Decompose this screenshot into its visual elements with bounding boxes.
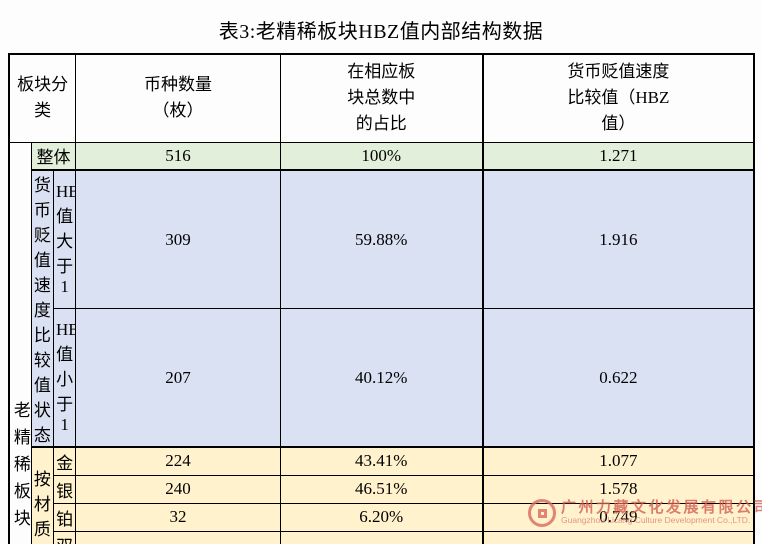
overall-hbz: 1.271 xyxy=(481,141,755,171)
table-title: 表3:老精稀板块HBZ值内部结构数据 xyxy=(218,21,544,43)
silver-count: 240 xyxy=(75,474,281,504)
row-hbz-gt1: 货币贬值速度比较值状态 HBZ值大于1 309 59.88% 1.916 xyxy=(9,169,755,448)
row-bimetal: 双金属 20 3.88% 0.685 xyxy=(9,530,755,544)
side-label-vertical: 老精稀板块 xyxy=(8,141,32,544)
hbz-lt1-hbz: 0.622 xyxy=(481,308,755,448)
overall-count: 516 xyxy=(75,141,281,171)
platinum-hbz: 0.749 xyxy=(481,502,755,532)
platinum-label: 铂 xyxy=(52,502,77,532)
overall-label: 整体 xyxy=(30,141,77,171)
platinum-share: 6.20% xyxy=(279,502,484,532)
hbz-structure-table: 板块分类 币种数量 （枚） 在相应板 块总数中 的占比 货币贬值速度 比较值（H… xyxy=(8,53,755,544)
material-group-label: 按材质分类 xyxy=(30,446,54,544)
hbz-lt1-share: 40.12% xyxy=(279,308,484,448)
hbz-lt1-count: 207 xyxy=(75,308,281,448)
gold-share: 43.41% xyxy=(279,446,484,476)
gold-label: 金 xyxy=(52,446,77,476)
bimetal-count: 20 xyxy=(75,530,281,544)
header-count: 币种数量 （枚） xyxy=(75,53,281,143)
hbz-lt1-label: HBZ值小于1 xyxy=(52,308,77,448)
silver-label: 银 xyxy=(52,474,77,504)
hbz-gt1-hbz: 1.916 xyxy=(481,169,755,309)
hbz-gt1-share: 59.88% xyxy=(279,169,484,309)
bimetal-hbz: 0.685 xyxy=(481,530,755,544)
hbz-gt1-count: 309 xyxy=(75,169,281,309)
hbz-gt1-label: HBZ值大于1 xyxy=(52,169,77,309)
overall-share: 100% xyxy=(279,141,484,171)
platinum-count: 32 xyxy=(75,502,281,532)
hbz-group-label: 货币贬值速度比较值状态 xyxy=(30,169,54,448)
bimetal-label: 双金属 xyxy=(52,530,77,544)
row-overall: 老精稀板块 整体 516 100% 1.271 xyxy=(8,141,755,544)
header-category: 板块分类 xyxy=(8,53,77,143)
header-share: 在相应板 块总数中 的占比 xyxy=(279,53,484,143)
gold-count: 224 xyxy=(75,446,281,476)
row-silver: 银 240 46.51% 1.578 xyxy=(9,474,755,504)
silver-share: 46.51% xyxy=(279,474,484,504)
header-hbz: 货币贬值速度 比较值（HBZ 值） xyxy=(481,53,755,143)
header-row: 板块分类 币种数量 （枚） 在相应板 块总数中 的占比 货币贬值速度 比较值（H… xyxy=(8,53,755,143)
row-gold: 按材质分类 金 224 43.41% 1.077 xyxy=(9,446,755,544)
bimetal-share: 3.88% xyxy=(279,530,484,544)
silver-hbz: 1.578 xyxy=(481,474,755,504)
gold-hbz: 1.077 xyxy=(481,446,755,476)
row-hbz-lt1: HBZ值小于1 207 40.12% 0.622 xyxy=(9,308,755,448)
row-platinum: 铂 32 6.20% 0.749 xyxy=(9,502,755,532)
